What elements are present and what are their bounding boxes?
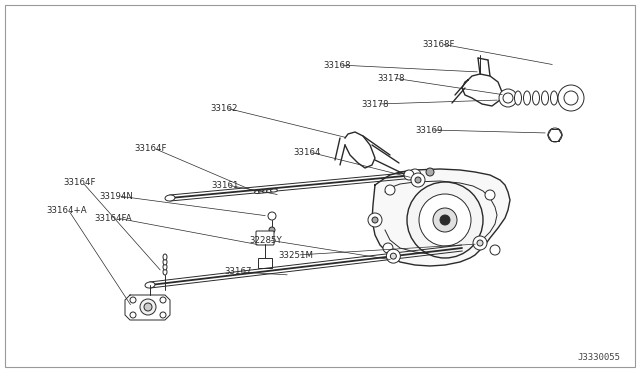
Circle shape <box>385 185 395 195</box>
Circle shape <box>372 217 378 223</box>
Circle shape <box>144 303 152 311</box>
Circle shape <box>387 249 401 263</box>
Text: 33251M: 33251M <box>278 250 313 260</box>
Ellipse shape <box>262 190 269 193</box>
Text: 33164F: 33164F <box>63 177 95 186</box>
Circle shape <box>368 213 382 227</box>
Ellipse shape <box>165 195 175 201</box>
Circle shape <box>558 85 584 111</box>
Circle shape <box>477 240 483 246</box>
Ellipse shape <box>163 254 167 260</box>
Text: 33164F: 33164F <box>134 144 166 153</box>
Circle shape <box>485 190 495 200</box>
Circle shape <box>269 227 275 233</box>
Circle shape <box>268 212 276 220</box>
Circle shape <box>404 170 414 180</box>
Circle shape <box>390 253 396 259</box>
Ellipse shape <box>541 91 548 105</box>
Ellipse shape <box>550 91 557 105</box>
Text: 33178: 33178 <box>361 99 388 109</box>
Circle shape <box>383 243 393 253</box>
Circle shape <box>503 93 513 103</box>
Circle shape <box>160 312 166 318</box>
Ellipse shape <box>266 189 273 192</box>
Ellipse shape <box>259 190 266 193</box>
Text: 33164+A: 33164+A <box>46 205 86 215</box>
Ellipse shape <box>515 91 522 105</box>
Circle shape <box>419 194 471 246</box>
Text: 33167: 33167 <box>224 267 252 276</box>
Circle shape <box>140 299 156 315</box>
Polygon shape <box>125 295 170 320</box>
FancyBboxPatch shape <box>256 231 274 245</box>
Circle shape <box>490 245 500 255</box>
Polygon shape <box>462 74 502 106</box>
Ellipse shape <box>271 189 277 192</box>
Text: 33164: 33164 <box>293 148 321 157</box>
Bar <box>258 258 272 268</box>
Ellipse shape <box>163 269 167 275</box>
Circle shape <box>548 128 562 142</box>
Ellipse shape <box>524 91 531 105</box>
Circle shape <box>564 91 578 105</box>
Text: 33162: 33162 <box>210 103 237 112</box>
Ellipse shape <box>145 282 155 288</box>
Circle shape <box>407 182 483 258</box>
Circle shape <box>130 297 136 303</box>
Ellipse shape <box>255 190 262 193</box>
Circle shape <box>433 208 457 232</box>
Text: 33164FA: 33164FA <box>94 214 132 222</box>
Circle shape <box>440 215 450 225</box>
Text: 33178: 33178 <box>377 74 404 83</box>
Text: 32285Y: 32285Y <box>249 235 282 244</box>
Text: 33194N: 33194N <box>99 192 133 201</box>
Text: 33168F: 33168F <box>422 39 454 48</box>
Circle shape <box>160 297 166 303</box>
Ellipse shape <box>532 91 540 105</box>
Circle shape <box>473 236 487 250</box>
Circle shape <box>415 177 421 183</box>
Text: 33161: 33161 <box>211 180 239 189</box>
Circle shape <box>409 169 421 181</box>
Circle shape <box>411 173 425 187</box>
Ellipse shape <box>163 264 167 270</box>
Text: 33168: 33168 <box>323 61 351 70</box>
Text: J3330055: J3330055 <box>577 353 620 362</box>
Circle shape <box>426 168 434 176</box>
Circle shape <box>499 89 517 107</box>
Text: 33169: 33169 <box>415 125 442 135</box>
Circle shape <box>130 312 136 318</box>
Polygon shape <box>372 169 510 266</box>
Ellipse shape <box>163 259 167 265</box>
